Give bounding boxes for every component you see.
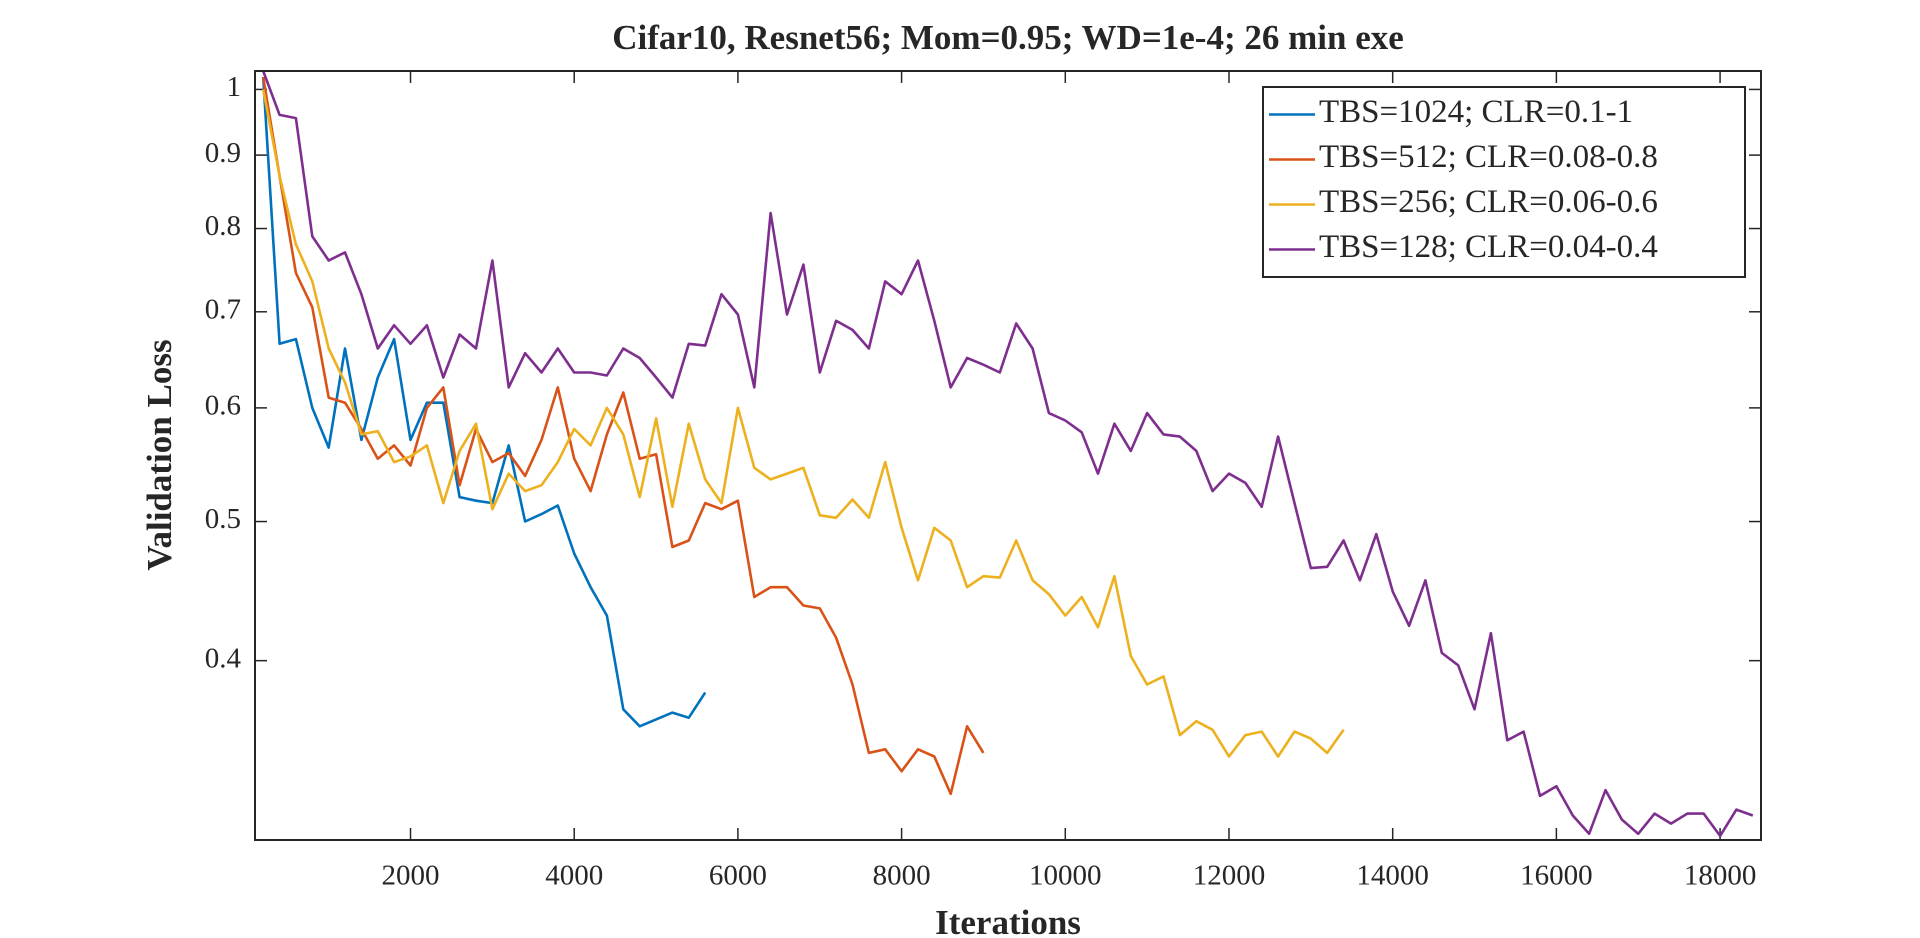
x-tick-label: 8000 — [873, 860, 931, 892]
x-tick-label: 4000 — [545, 860, 603, 892]
y-tick-label: 0.7 — [205, 293, 241, 325]
x-tick-label: 2000 — [382, 860, 440, 892]
x-axis-label: Iterations — [935, 903, 1081, 938]
legend-box — [1262, 86, 1746, 278]
plot-area — [261, 71, 1754, 838]
legend-label: TBS=256; CLR=0.06-0.6 — [1319, 184, 1658, 220]
legend-label: TBS=512; CLR=0.08-0.8 — [1319, 139, 1658, 175]
y-axis-label: Validation Loss — [140, 339, 179, 570]
chart-title: Cifar10, Resnet56; Mom=0.95; WD=1e-4; 26… — [612, 18, 1404, 57]
y-tick-label: 0.6 — [205, 390, 241, 422]
y-tick-label: 0.5 — [205, 503, 241, 535]
series-line — [261, 71, 1754, 838]
y-tick-label: 0.4 — [205, 642, 242, 674]
axes-box — [254, 70, 1762, 841]
x-tick-label: 16000 — [1520, 860, 1593, 892]
y-tick-label: 0.9 — [205, 137, 241, 169]
x-tick-label: 14000 — [1356, 860, 1429, 892]
x-tick-label: 10000 — [1029, 860, 1102, 892]
y-tick-label: 0.8 — [205, 210, 241, 242]
series-line — [261, 76, 985, 796]
series-line — [261, 89, 1345, 758]
legend-label: TBS=128; CLR=0.04-0.4 — [1319, 229, 1658, 265]
x-tick-label: 12000 — [1193, 860, 1266, 892]
legend-label: TBS=1024; CLR=0.1-1 — [1319, 94, 1633, 130]
series-line — [261, 77, 707, 728]
y-tick-label: 1 — [227, 71, 242, 103]
x-tick-label: 18000 — [1684, 860, 1757, 892]
x-tick-label: 6000 — [709, 860, 767, 892]
